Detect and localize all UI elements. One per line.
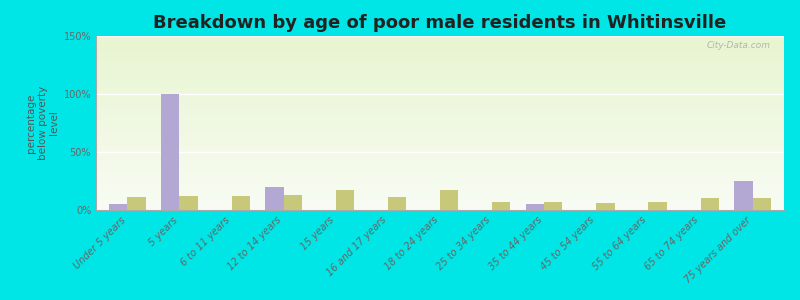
Bar [127, 197, 146, 210]
Y-axis label: percentage
below poverty
level: percentage below poverty level [26, 86, 59, 160]
Bar [753, 198, 771, 210]
Bar [492, 202, 510, 210]
Title: Breakdown by age of poor male residents in Whitinsville: Breakdown by age of poor male residents … [154, 14, 726, 32]
Bar [649, 202, 666, 210]
Bar [336, 190, 354, 210]
Bar [231, 196, 250, 210]
Bar [179, 196, 198, 210]
Bar [266, 187, 284, 210]
Bar [284, 195, 302, 210]
Bar [388, 197, 406, 210]
Bar [440, 190, 458, 210]
Bar [161, 94, 179, 210]
Text: City-Data.com: City-Data.com [706, 41, 770, 50]
Bar [526, 204, 544, 210]
Bar [734, 181, 753, 210]
Bar [701, 198, 719, 210]
Bar [109, 204, 127, 210]
Bar [596, 203, 614, 210]
Bar [544, 202, 562, 210]
